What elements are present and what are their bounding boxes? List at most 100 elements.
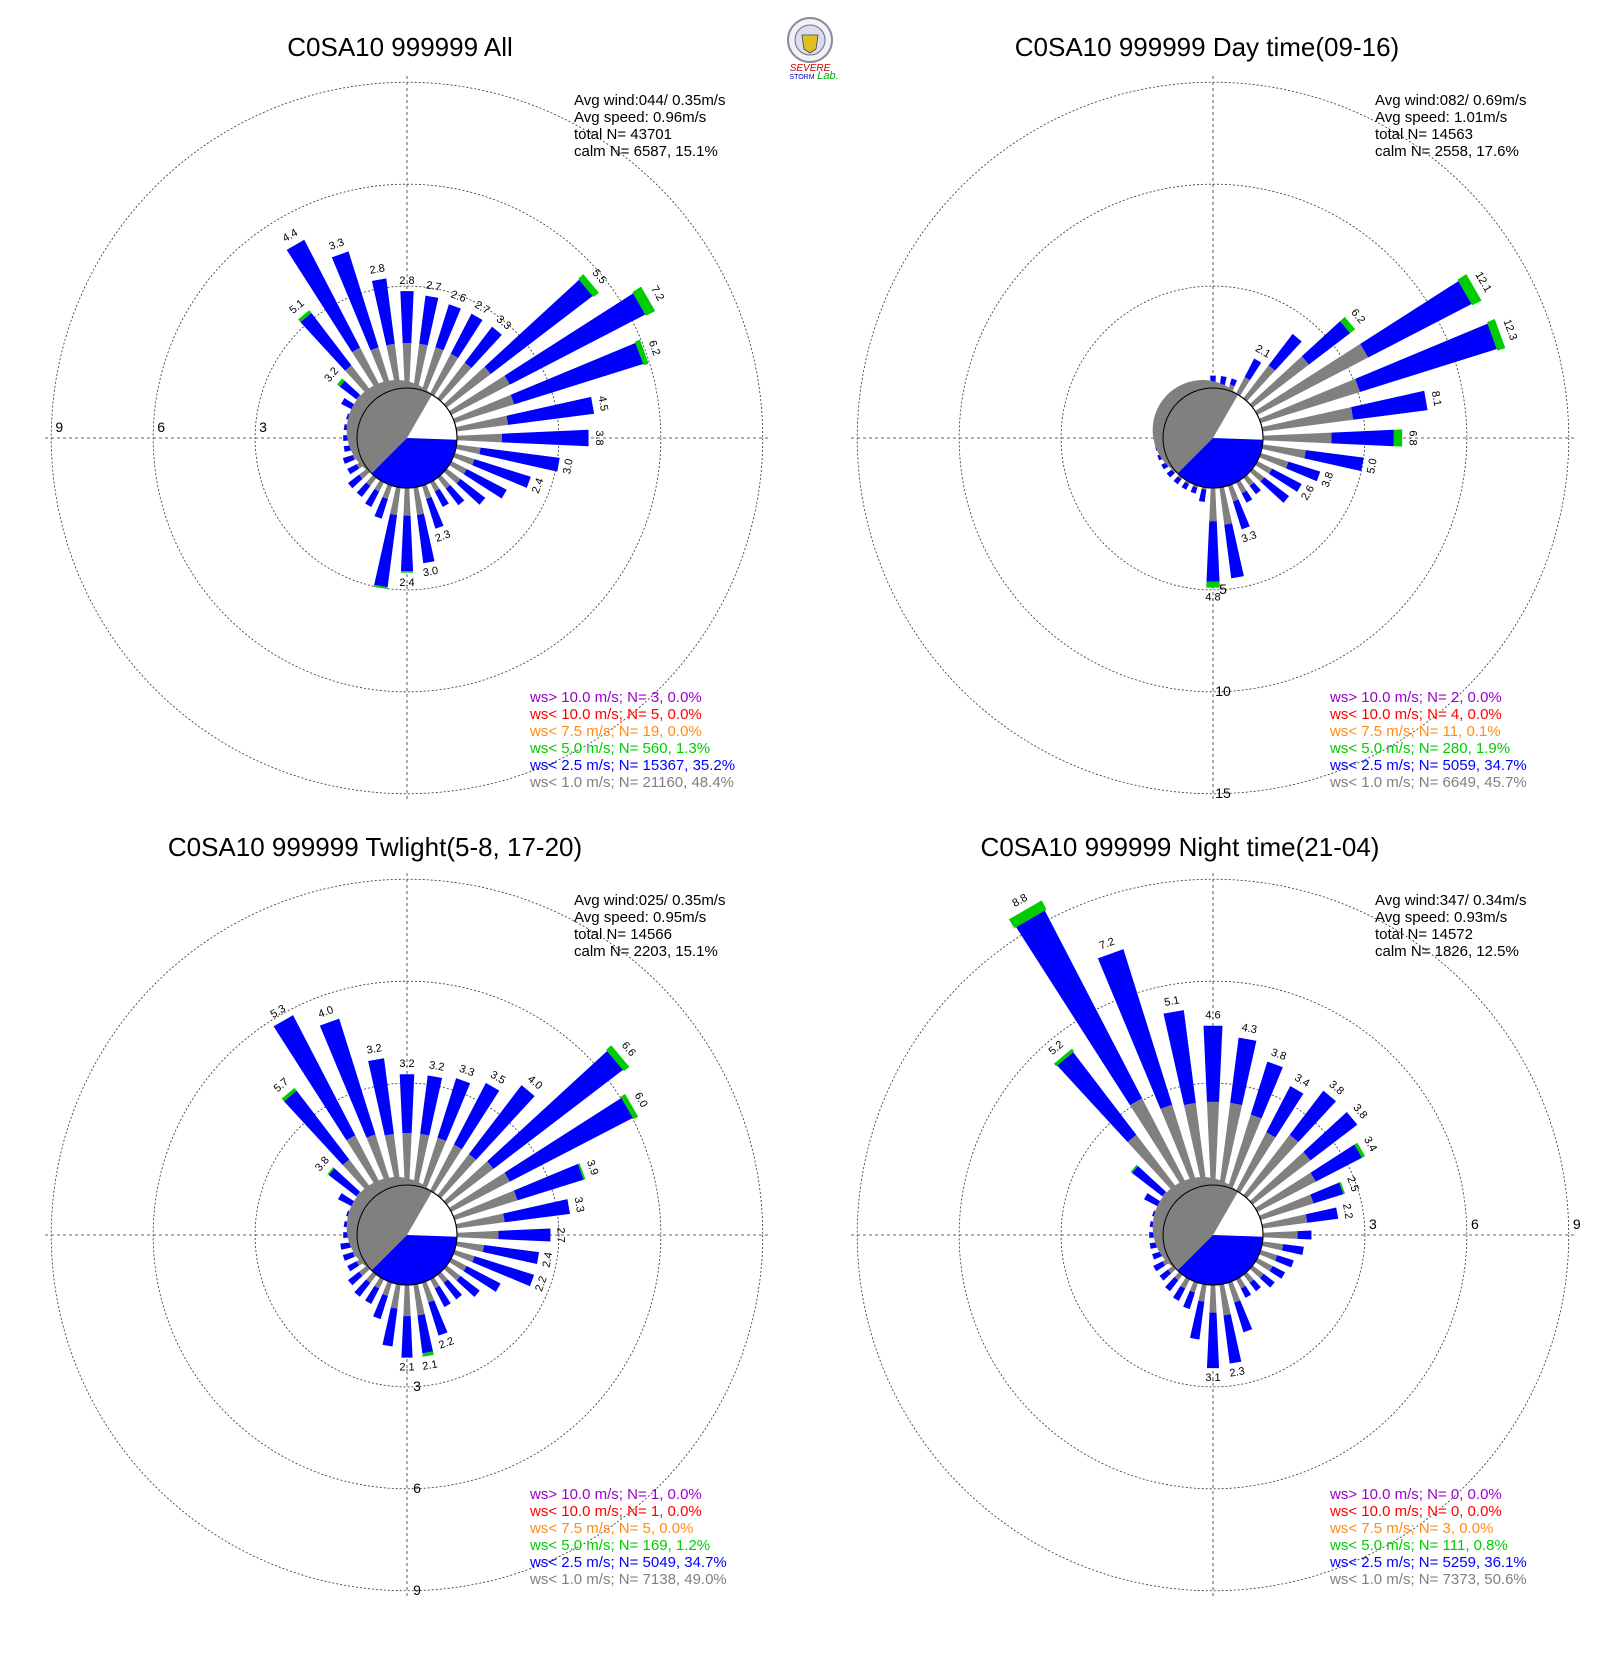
bar-segment-green [1053, 1048, 1075, 1067]
wind-rose-panel-2: C0SA10 999999 Day time(09-16) 5 10 15 2.1 6.2… [851, 32, 1575, 801]
bar-segment-gray [430, 1277, 440, 1289]
bar-segment-blue [501, 429, 589, 447]
stat-line: Avg wind:044/ 0.35m/s [574, 92, 725, 109]
bar-segment-blue [1057, 1052, 1137, 1143]
calm-outline [1162, 1184, 1264, 1286]
logo-text-lab: Lab. [817, 70, 838, 82]
bar-value-label: 5.5 [590, 267, 609, 286]
bar-segment-blue [498, 1228, 551, 1242]
bar-segment-blue [354, 1279, 371, 1297]
bar-segment-gray [413, 343, 428, 390]
bar-segment-gray [359, 468, 371, 479]
bar-segment-gray [430, 1144, 462, 1193]
bar-segment-gray [1261, 1241, 1284, 1251]
stat-line: total N= 14563 [1375, 126, 1473, 143]
bar-segment-blue [342, 1252, 355, 1261]
bar-segment-gray [413, 486, 424, 516]
bar-segment-blue [286, 239, 361, 353]
ring-tick-label: 3 [259, 419, 267, 435]
bar-segment-blue [487, 1050, 623, 1169]
bar-value-label: 3.2 [366, 1042, 383, 1056]
bar-segment-blue [347, 1261, 360, 1272]
bar-segment-blue [456, 478, 486, 505]
bar-segment-blue [1153, 1261, 1166, 1272]
ring-tick-label: 6 [1471, 1216, 1479, 1232]
bar-segment-gray [402, 343, 412, 389]
bar-segment-blue [1301, 321, 1351, 365]
bar-segment-blue [479, 447, 560, 472]
bar-segment-blue [1310, 1144, 1363, 1182]
bar-segment-green [632, 286, 656, 316]
bar-segment-blue [340, 1242, 352, 1250]
legend-entry: ws< 7.5 m/s; N= 11, 0.1% [1329, 723, 1501, 740]
bar-value-label: 2.8 [369, 262, 386, 276]
bar-segment-gray [374, 1277, 384, 1289]
panel-title: C0SA10 999999 Twlight(5-8, 17-20) [168, 832, 582, 862]
bar-segment-blue [1289, 1090, 1337, 1143]
stat-line: calm N= 2558, 17.6% [1375, 143, 1519, 160]
bar-segment-gray [1183, 1102, 1207, 1187]
bar-segment-blue [1304, 450, 1364, 472]
bar-segment-gray [453, 452, 475, 466]
bar-segment-blue [1260, 1273, 1275, 1288]
bar-value-label: 2.4 [399, 577, 414, 589]
bar-segment-gray [1261, 1214, 1308, 1229]
bar-segment-blue [450, 313, 483, 358]
bar-segment-gray [430, 480, 440, 492]
bar-segment-gray [1236, 1132, 1276, 1193]
bar-segment-green [620, 1093, 639, 1120]
calm-blue-sector [371, 438, 457, 488]
bar-segment-gray [390, 1283, 401, 1309]
bar-segment-blue [1331, 429, 1394, 447]
bar-segment-green [327, 1167, 335, 1176]
bar-segment-gray [1236, 480, 1247, 494]
bar-segment-gray [456, 433, 502, 443]
bar-segment-green [1008, 900, 1047, 929]
logo-text-storm: STORM [789, 74, 814, 81]
bar-segment-blue [373, 1293, 388, 1320]
ring-tick-label: 5 [1219, 581, 1227, 597]
stat-line: Avg speed: 0.95m/s [574, 909, 706, 926]
calm-gray-sector [346, 1177, 432, 1271]
bar-value-label: 3.2 [399, 1058, 414, 1070]
bar-segment-blue [1198, 488, 1207, 503]
bar-segment-green [606, 1045, 630, 1072]
bar-segment-gray [437, 474, 451, 489]
bar-segment-blue [1189, 1300, 1205, 1340]
legend-entry: ws< 5.0 m/s; N= 111, 0.8% [1329, 1537, 1508, 1554]
bar-segment-blue [1268, 333, 1302, 371]
bar-segment-gray [1219, 1283, 1231, 1316]
legend-entry: ws> 10.0 m/s; N= 2, 0.0% [1329, 689, 1502, 706]
bar-segment-blue [401, 1316, 413, 1358]
bar-segment-green [1354, 1142, 1366, 1158]
bar-segment-gray [1259, 452, 1289, 469]
bar-segment-blue [504, 293, 646, 385]
bar-value-label: 6.2 [646, 339, 663, 357]
bar-segment-green [1206, 581, 1220, 588]
bar-segment-blue [371, 278, 395, 346]
bar-segment-blue [1269, 1265, 1286, 1279]
bar-segment-blue [1269, 468, 1302, 492]
bar-segment-blue [1159, 1269, 1172, 1281]
ring-tick-label: 6 [157, 419, 165, 435]
bar-segment-gray [449, 461, 467, 475]
bar-segment-gray [421, 1137, 447, 1189]
bar-segment-gray [1262, 1231, 1298, 1239]
bar-segment-blue [1360, 281, 1472, 358]
legend-entry: ws< 2.5 m/s; N= 5259, 36.1% [1329, 1554, 1527, 1571]
bar-segment-blue [1172, 1285, 1186, 1301]
bar-value-label: 5.0 [1365, 458, 1379, 475]
calm-gray-sector [1152, 1177, 1238, 1271]
bar-segment-gray [1227, 484, 1239, 502]
bar-segment-blue [1181, 481, 1190, 490]
bar-segment-green [578, 274, 599, 298]
legend-entry: ws< 2.5 m/s; N= 5059, 34.7% [1329, 757, 1527, 774]
bar-segment-gray [421, 484, 432, 499]
panel-title: C0SA10 999999 Day time(09-16) [1015, 32, 1399, 62]
bar-segment-blue [510, 342, 644, 405]
bar-segment-blue [443, 1279, 462, 1300]
bar-segment-blue [506, 396, 595, 425]
stat-line: Avg wind:082/ 0.69m/s [1375, 92, 1526, 109]
bar-segment-blue [1310, 1182, 1344, 1204]
ring-tick-label: 3 [1369, 1216, 1377, 1232]
